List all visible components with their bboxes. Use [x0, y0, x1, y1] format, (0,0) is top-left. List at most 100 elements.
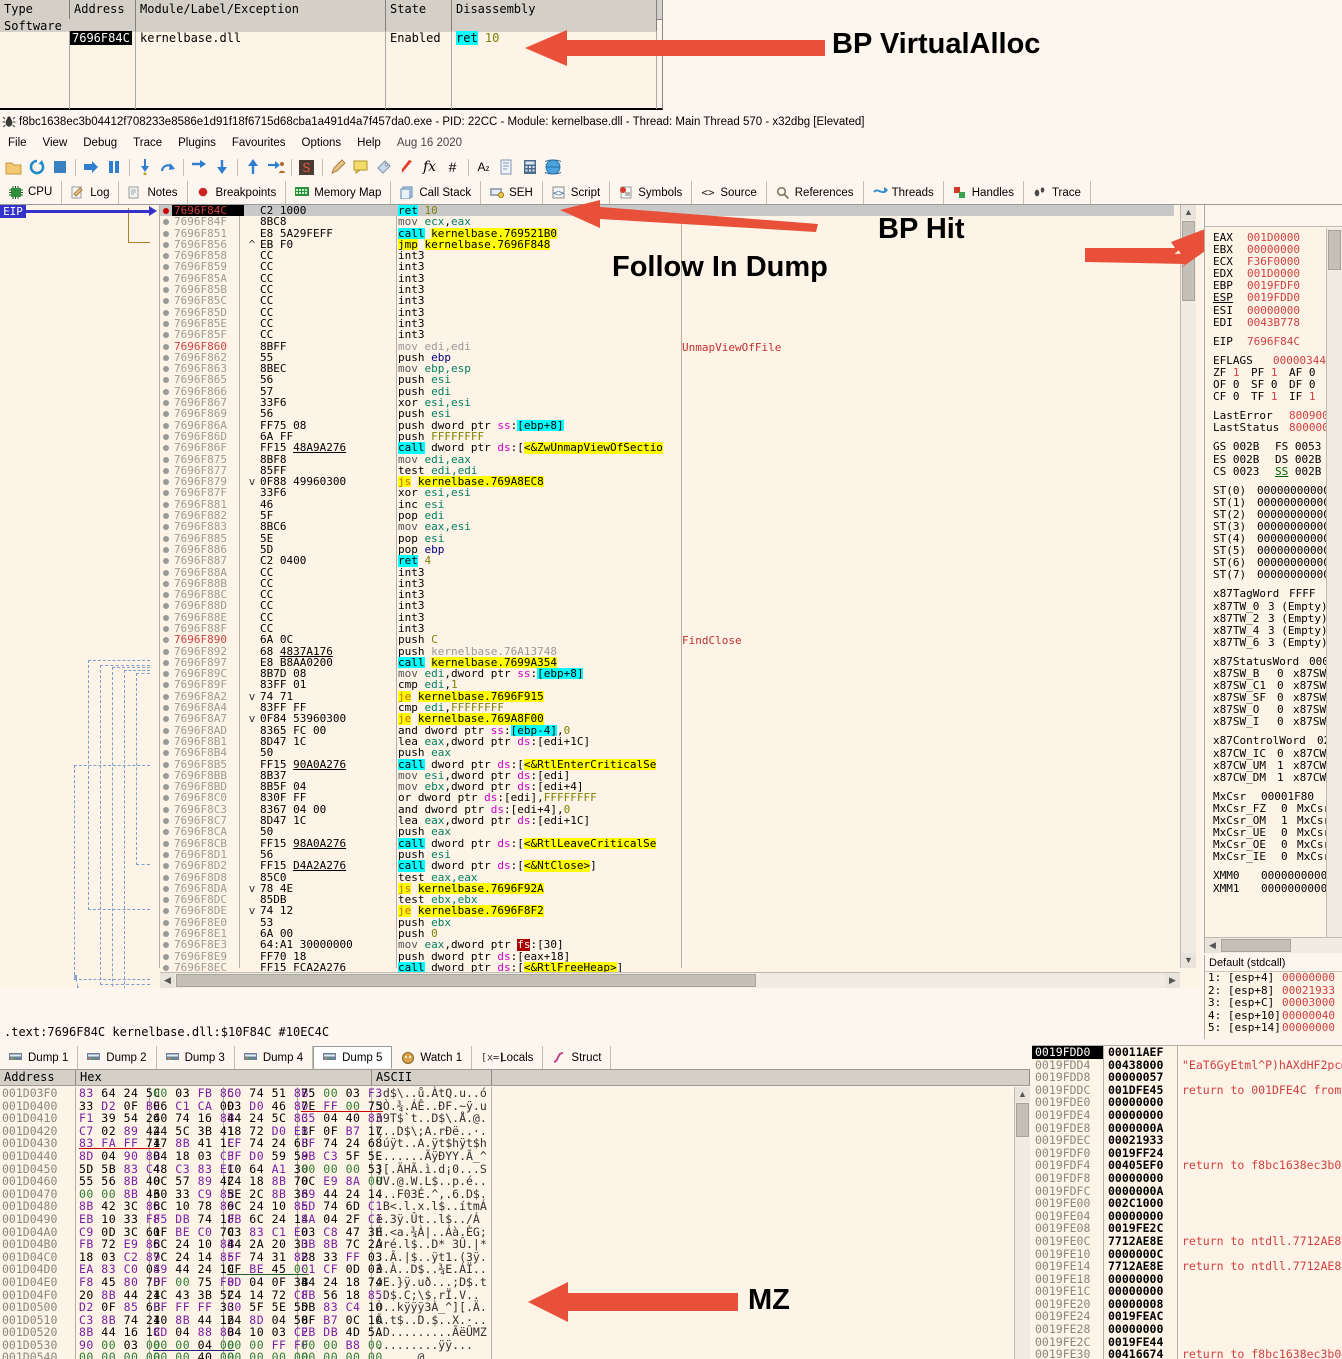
registers-hscroll-thumb[interactable]: [1221, 939, 1291, 952]
stack-row[interactable]: 0019FE1C 00000000: [1032, 1285, 1342, 1298]
breakpoint-slot-icon[interactable]: [160, 849, 172, 860]
breakpoint-slot-icon[interactable]: [160, 261, 172, 272]
breakpoint-slot-icon[interactable]: [160, 702, 172, 713]
tab-handles[interactable]: Handles: [944, 181, 1024, 204]
disasm-row[interactable]: 7696F885 5E pop esi: [160, 532, 1174, 544]
disasm-row[interactable]: 7696F8C7 8D47 1C lea eax,dword ptr ds:[edi…: [160, 815, 1174, 826]
breakpoint-slot-icon[interactable]: [160, 600, 172, 611]
x87cw-row[interactable]: x87ControlWord027F: [1213, 734, 1342, 748]
dump-vscroll-thumb[interactable]: [1016, 1103, 1029, 1137]
calling-convention-label[interactable]: Default (stdcall): [1205, 955, 1342, 972]
disasm-row[interactable]: 7696F88C CC int3: [160, 589, 1174, 600]
registers-panel[interactable]: EAX 001D0000 EBX 00000000 ECX F36F0000 EDX 001D…: [1204, 205, 1342, 953]
breakpoint-slot-icon[interactable]: [160, 815, 172, 826]
cpu-disassembly-panel[interactable]: EIP 7696F84C C2 1000 ret 10 7696F84F 8BC8 mov…: [0, 205, 1200, 988]
segment-row[interactable]: ES 002B DS 002B: [1213, 452, 1322, 466]
tab-dump-1[interactable]: Dump 1: [0, 1046, 79, 1069]
dump-row[interactable]: 001D04A0 C9 0D 3C 61 0F BE C0 7C 03 83 C1 E…: [0, 1225, 1014, 1239]
stack-row[interactable]: 0019FE10 0000000C: [1032, 1247, 1342, 1261]
disasm-row[interactable]: 7696F88E CC int3: [160, 611, 1174, 623]
disasm-row[interactable]: 7696F84F 8BC8 mov ecx,eax: [160, 216, 1174, 228]
menu-help[interactable]: Help: [357, 137, 381, 149]
breakpoint-slot-icon[interactable]: [160, 228, 172, 239]
breakpoint-slot-icon[interactable]: [160, 872, 172, 883]
disasm-row[interactable]: 7696F85F CC int3: [160, 329, 1174, 341]
flag-row[interactable]: OF 0 SF 0 DF 0: [1213, 378, 1316, 392]
stack-row[interactable]: 0019FDD8 00000057: [1032, 1071, 1342, 1084]
disasm-hscroll-thumb[interactable]: [176, 974, 756, 987]
menu-plugins[interactable]: Plugins: [178, 137, 216, 149]
az-icon[interactable]: Az: [477, 160, 490, 174]
breakpoint-slot-icon[interactable]: [160, 318, 172, 329]
stack-row[interactable]: 0019FDD4 00438000 "EaT6GyEtml^P)hAXdHF2pc@: [1032, 1058, 1342, 1072]
restart-icon[interactable]: [27, 158, 46, 177]
fpu-st(5)[interactable]: ST(5) 0000000000000: [1213, 544, 1342, 558]
disasm-row[interactable]: 7696F88D CC int3: [160, 600, 1174, 612]
scroll-up-arrow[interactable]: ▲: [1181, 205, 1196, 220]
dump-row[interactable]: 001D04B0 FB 72 E9 8B 6C 24 10 8B 44 2A 20 3…: [0, 1238, 1014, 1251]
breakpoint-slot-icon[interactable]: [160, 623, 172, 634]
breakpoint-slot-icon[interactable]: [160, 589, 172, 600]
disasm-row[interactable]: 7696F8E9 FF70 18 push dword ptr ds:[eax+18…: [160, 950, 1174, 962]
breakpoint-slot-icon[interactable]: [160, 363, 172, 374]
disasm-row[interactable]: 7696F8B1 8D47 1C lea eax,dword ptr ds:[edi…: [160, 736, 1174, 747]
register-edi[interactable]: EDI 0043B778: [1213, 315, 1300, 329]
tab-references[interactable]: References: [767, 181, 864, 204]
registers-hscrollbar[interactable]: ◀: [1205, 937, 1342, 953]
dump-row[interactable]: 001D0480 8B 42 3C 8B 6C 10 78 89 6C 24 10 8…: [0, 1200, 1014, 1213]
disasm-row[interactable]: 7696F8BD 8B5F 04 mov ebx,dword ptr ds:[edi…: [160, 781, 1174, 792]
disasm-row[interactable]: 7696F8E3 64:A1 30000000 mov eax,dword ptr …: [160, 939, 1174, 951]
disasm-row[interactable]: 7696F8D8 85C0 test eax,eax: [160, 871, 1174, 883]
breakpoint-slot-icon[interactable]: [160, 352, 172, 363]
dump-row[interactable]: 001D0410 F1 39 54 24 60 74 16 8B 44 24 5C 8…: [0, 1112, 1014, 1125]
breakpoint-slot-icon[interactable]: [160, 273, 172, 284]
breakpoint-slot-icon[interactable]: [160, 646, 172, 657]
fpu-st(3)[interactable]: ST(3) 0000000000000: [1213, 519, 1342, 533]
breakpoint-slot-icon[interactable]: [160, 917, 172, 928]
breakpoint-slot-icon[interactable]: [160, 533, 172, 544]
disasm-row[interactable]: 7696F856 ^ EB F0 jmp kernelbase.7696F848: [160, 239, 1174, 250]
disasm-row[interactable]: 7696F88B CC int3: [160, 577, 1174, 589]
menu-options[interactable]: Options: [301, 137, 342, 149]
disasm-row[interactable]: 7696F86F FF15 48A9A276 call dword ptr ds:[…: [160, 442, 1174, 454]
breakpoint-slot-icon[interactable]: [160, 894, 172, 905]
segment-row[interactable]: CS 0023 SS 002B: [1213, 464, 1322, 478]
open-file-icon[interactable]: [4, 158, 23, 177]
tab-trace[interactable]: Trace: [1024, 181, 1091, 204]
disasm-row[interactable]: 7696F859 CC int3: [160, 261, 1174, 273]
disasm-row[interactable]: 7696F89F 83FF 01 cmp edi,1: [160, 679, 1174, 691]
dump-row[interactable]: 001D0420 C7 02 89 44 24 5C 3B 41 18 72 D0 E…: [0, 1124, 1014, 1138]
disasm-row[interactable]: 7696F8DC 85DB test ebx,ebx: [160, 894, 1174, 905]
breakpoint-slot-icon[interactable]: [160, 770, 172, 781]
register-eax[interactable]: EAX 001D0000: [1213, 231, 1300, 244]
tab-breakpoints[interactable]: Breakpoints: [188, 181, 287, 204]
breakpoint-slot-icon[interactable]: [160, 386, 172, 397]
disasm-row[interactable]: 7696F858 CC int3: [160, 250, 1174, 261]
disasm-row[interactable]: 7696F88F CC int3: [160, 623, 1174, 634]
breakpoint-slot-icon[interactable]: [160, 883, 172, 894]
bp-col-state[interactable]: State: [386, 0, 452, 19]
disasm-row[interactable]: 7696F887 C2 0400 ret 4: [160, 555, 1174, 567]
stack-row[interactable]: 0019FDF0 0019FF24: [1032, 1147, 1342, 1160]
breakpoint-slot-icon[interactable]: [160, 397, 172, 408]
breakpoint-slot-icon[interactable]: [160, 329, 172, 340]
dump-rows[interactable]: 001D03F0 83 64 24 5C 00 03 FB 85 C0 74 51 8…: [0, 1087, 1014, 1359]
breakpoint-slot-icon[interactable]: [160, 544, 172, 555]
disasm-row[interactable]: 7696F85D CC int3: [160, 306, 1174, 318]
memory-dump-panel[interactable]: Address Hex ASCII 001D03F0 83 64 24 5C 00 …: [0, 1070, 1030, 1359]
x87-x87tagword[interactable]: x87TagWord FFFF: [1213, 587, 1316, 601]
register-laststatus[interactable]: LastStatus 80000006: [1213, 421, 1342, 435]
register-ebx[interactable]: EBX 00000000: [1213, 243, 1300, 257]
disasm-vscroll-thumb[interactable]: [1182, 221, 1195, 301]
tab-source[interactable]: <> Source: [692, 181, 767, 204]
disasm-row[interactable]: 7696F8E1 6A 00 push 0: [160, 928, 1174, 939]
breakpoint-slot-icon[interactable]: [160, 250, 172, 261]
x87-x87tw_0[interactable]: x87TW_0 3 (Empty): [1213, 599, 1328, 613]
dump-col-hex[interactable]: Hex: [76, 1070, 372, 1085]
step-down-icon[interactable]: [189, 158, 208, 177]
disasm-hscrollbar[interactable]: ◀ ▶: [160, 972, 1180, 988]
breakpoint-slot-icon[interactable]: [160, 725, 172, 736]
fx-icon[interactable]: fx: [422, 159, 437, 175]
stack-row[interactable]: 0019FE00 002C1000: [1032, 1197, 1342, 1210]
dump-row[interactable]: 001D0450 5D 5B 83 C4 48 C3 83 EC 10 64 A1 3…: [0, 1162, 1014, 1176]
